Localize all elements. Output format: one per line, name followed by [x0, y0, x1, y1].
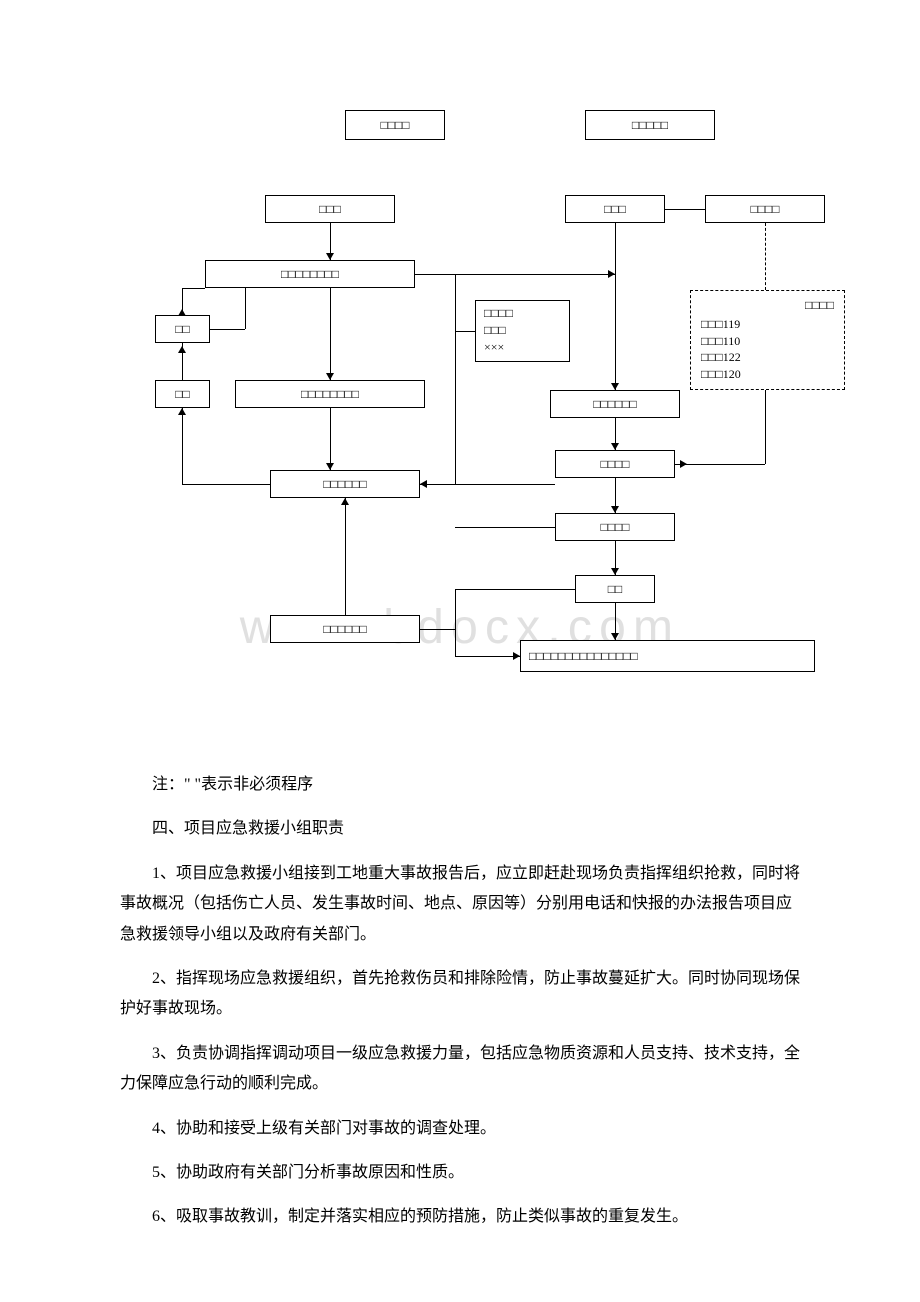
node-info: □□□□ □□□ ×××	[475, 300, 570, 362]
node-r2: □□□□	[555, 450, 675, 478]
node-top2: □□□□□	[585, 110, 715, 140]
phones-title: □□□□	[701, 297, 834, 314]
node-bottom1: □□□□□□	[270, 615, 420, 643]
node-l1a: □□□	[265, 195, 395, 223]
node-side2: □□	[155, 380, 210, 408]
node-top1: □□□□	[345, 110, 445, 140]
node-main3: □□□□□□	[270, 470, 420, 498]
node-main1: □□□□□□□□	[205, 260, 415, 288]
document-body: 注：" "表示非必须程序 四、项目应急救援小组职责 1、项目应急救援小组接到工地…	[120, 770, 800, 1247]
node-r3: □□□□	[555, 513, 675, 541]
phones-l2: □□□110	[701, 333, 834, 350]
phones-l4: □□□120	[701, 366, 834, 383]
paragraph-6: 6、吸取事故教训，制定并落实相应的预防措施，防止类似事故的重复发生。	[120, 1202, 800, 1232]
section-heading: 四、项目应急救援小组职责	[120, 814, 800, 844]
paragraph-2: 2、指挥现场应急救援组织，首先抢救伤员和排除险情，防止事故蔓延扩大。同时协同现场…	[120, 964, 800, 1025]
paragraph-5: 5、协助政府有关部门分析事故原因和性质。	[120, 1158, 800, 1188]
node-main2: □□□□□□□□	[235, 380, 425, 408]
phones-l1: □□□119	[701, 316, 834, 333]
node-r1: □□□□□□	[550, 390, 680, 418]
node-l1b: □□□	[565, 195, 665, 223]
node-l1c: □□□□	[705, 195, 825, 223]
node-phones: □□□□ □□□119 □□□110 □□□122 □□□120	[690, 290, 845, 390]
node-side1: □□	[155, 315, 210, 343]
paragraph-1: 1、项目应急救援小组接到工地重大事故报告后，应立即赶赴现场负责指挥组织抢救，同时…	[120, 859, 800, 950]
paragraph-4: 4、协助和接受上级有关部门对事故的调查处理。	[120, 1114, 800, 1144]
node-bottom2: □□□□□□□□□□□□□□□	[520, 640, 815, 672]
node-r4: □□	[575, 575, 655, 603]
note-line: 注：" "表示非必须程序	[120, 770, 800, 800]
paragraph-3: 3、负责协调指挥调动项目一级应急救援力量，包括应急物质资源和人员支持、技术支持，…	[120, 1039, 800, 1100]
phones-l3: □□□122	[701, 349, 834, 366]
flowchart-diagram: □□□□ □□□□□ □□□ □□□ □□□□ □□□□□□□□ □□ □□ □…	[135, 100, 875, 680]
